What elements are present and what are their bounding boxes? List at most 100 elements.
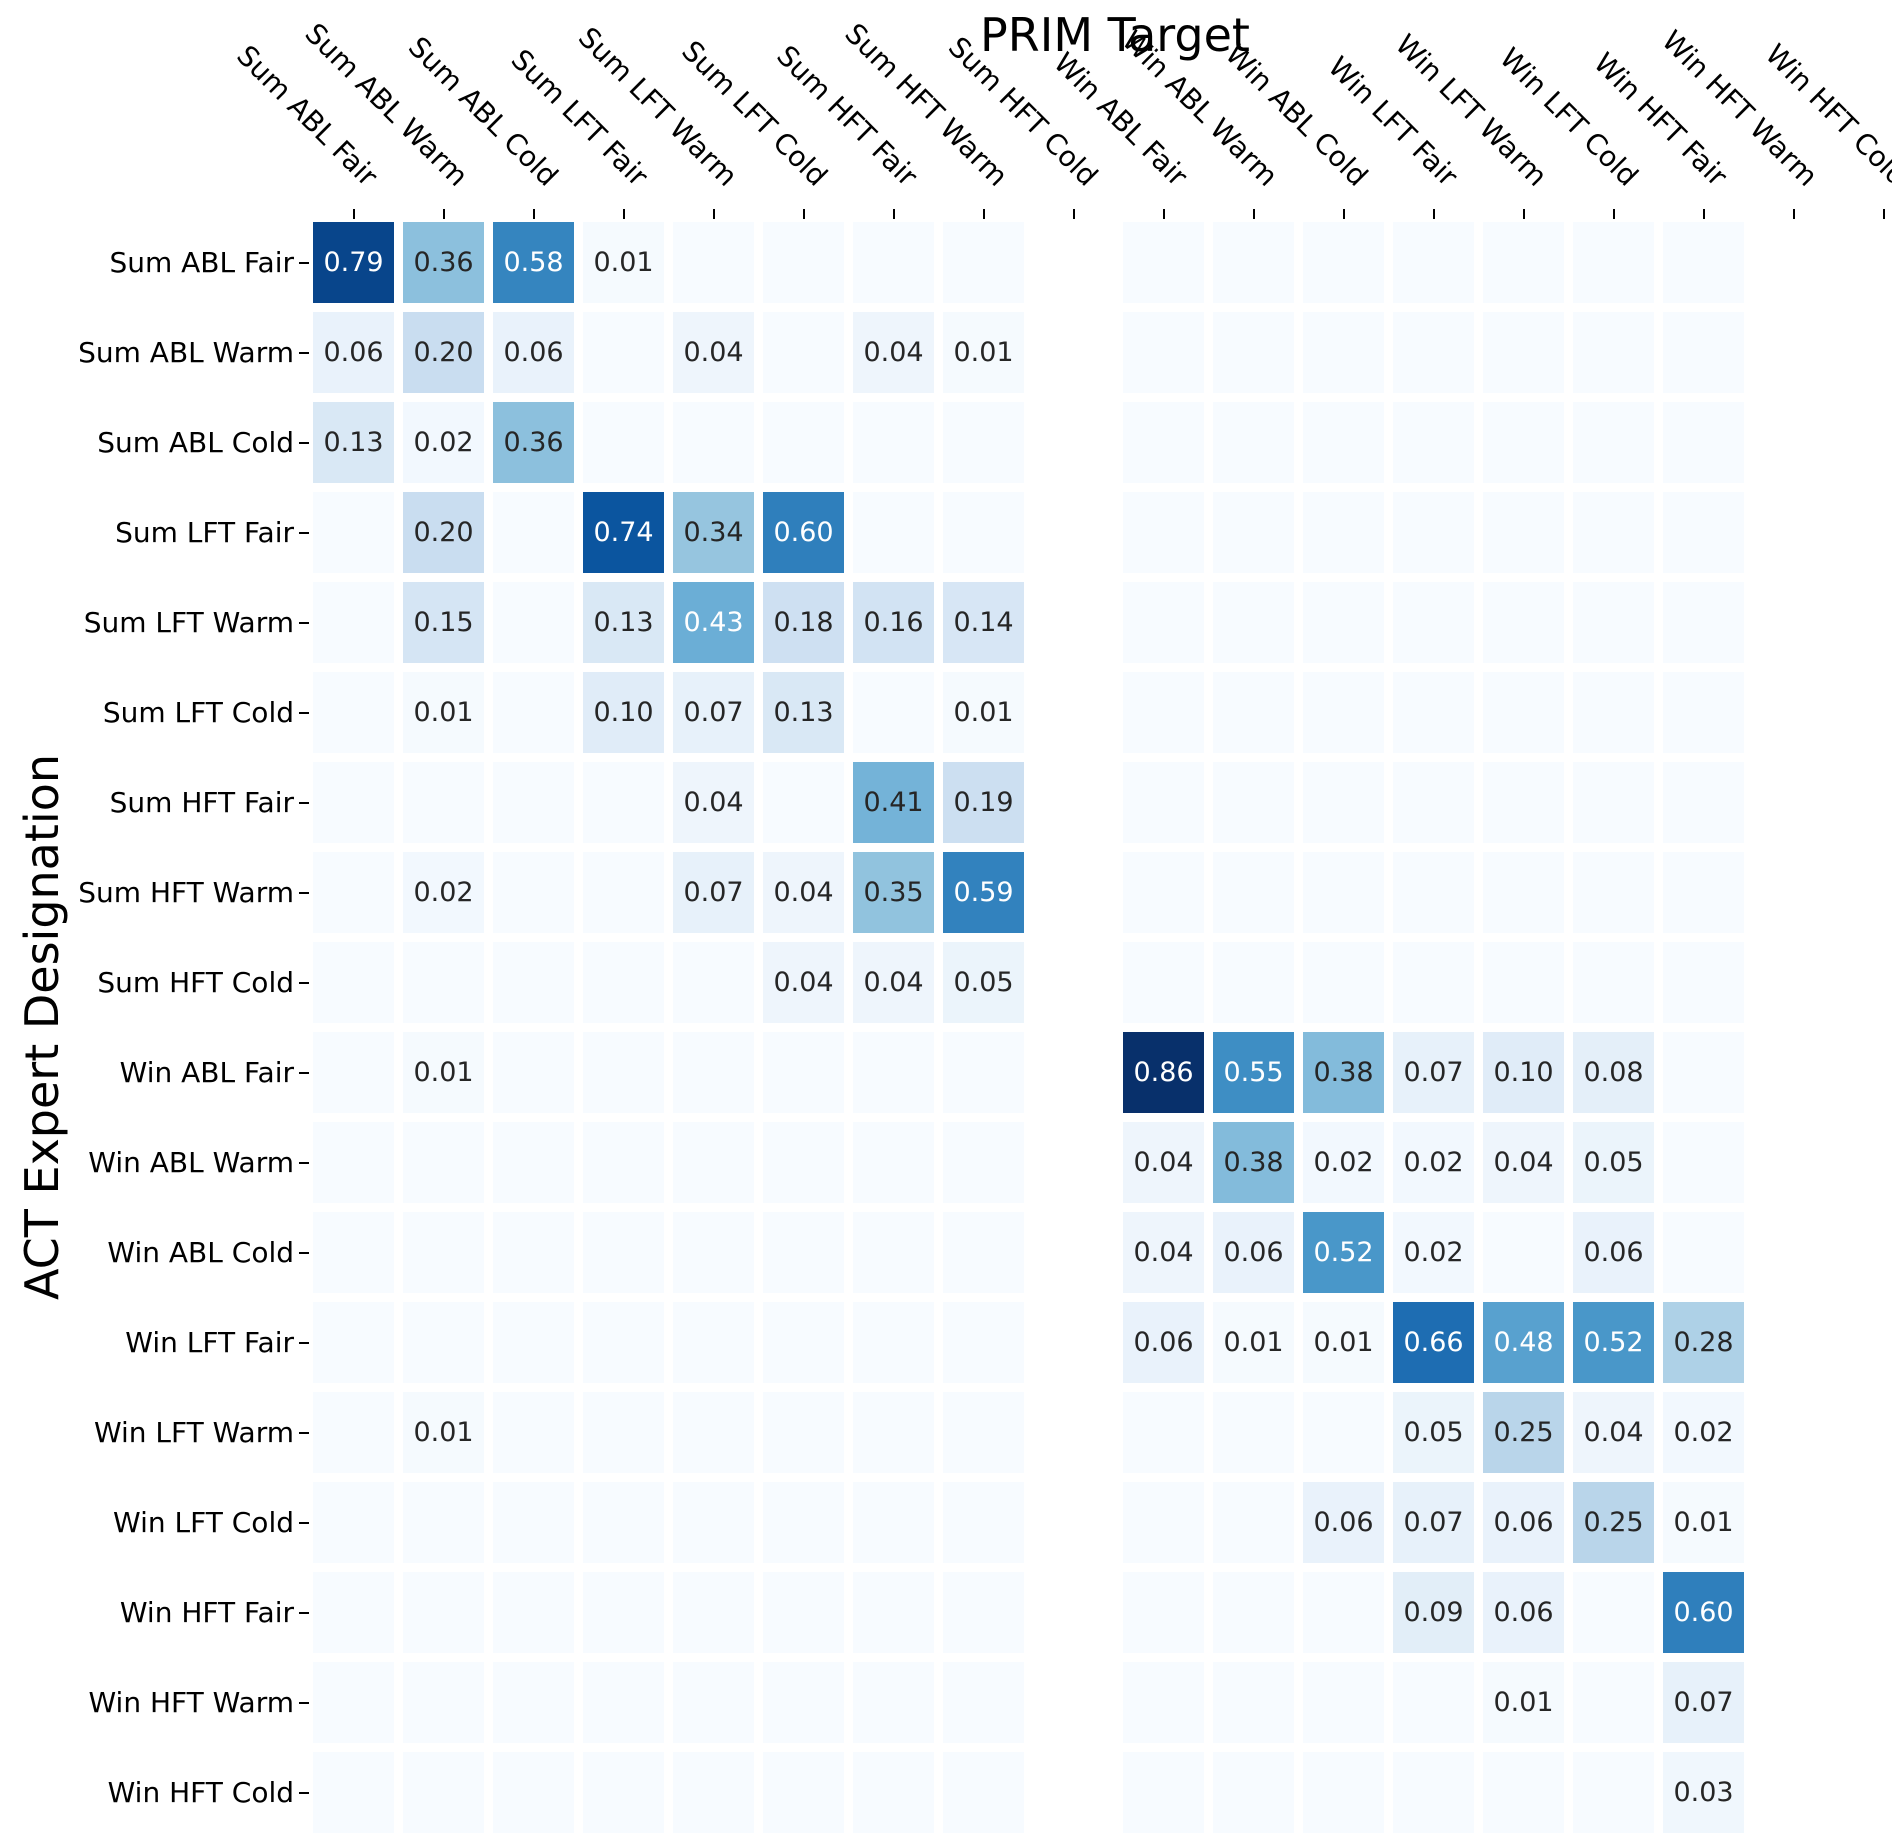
heatmap-cell [1663,582,1744,663]
x-axis-title: PRIM Target [980,8,1250,62]
heatmap-cell [313,672,394,753]
heatmap-cell-masked [1033,852,1114,933]
heatmap-cell [673,222,754,303]
heatmap-cell [583,1032,664,1113]
heatmap-cell [853,402,934,483]
heatmap-cell [493,852,574,933]
heatmap-cell [1303,942,1384,1023]
heatmap-cell [1483,852,1564,933]
x-tick [442,209,445,219]
heatmap-cell: 0.28 [1663,1302,1744,1383]
heatmap-cell-masked [1843,492,1892,573]
heatmap-cell [1213,672,1294,753]
heatmap-cell [853,1302,934,1383]
heatmap-cell [1303,1392,1384,1473]
y-tick [299,981,309,984]
heatmap-cell-masked [1753,672,1834,753]
x-tick [1612,209,1615,219]
heatmap-cell [853,492,934,573]
heatmap-cell: 0.04 [1573,1392,1654,1473]
heatmap-cell [1573,1572,1654,1653]
heatmap-cell-masked [1753,1212,1834,1293]
heatmap-cell-masked [1033,1032,1114,1113]
heatmap-cell: 0.05 [943,942,1024,1023]
heatmap-cell [313,1032,394,1113]
heatmap-cell: 0.35 [853,852,934,933]
heatmap-cell-masked [1843,762,1892,843]
heatmap-cell [313,1662,394,1743]
heatmap-cell: 0.52 [1573,1302,1654,1383]
heatmap-cell [943,492,1024,573]
heatmap-cell [1483,1212,1564,1293]
heatmap-cell [1303,402,1384,483]
heatmap-cell [1123,762,1204,843]
heatmap-cell [853,672,934,753]
heatmap-cell [1213,312,1294,393]
y-tick [299,531,309,534]
heatmap-cell-masked [1753,1032,1834,1113]
heatmap-cell [943,402,1024,483]
x-tick [712,209,715,219]
heatmap-cell: 0.60 [763,492,844,573]
y-tick-label: Win LFT Fair [125,1325,294,1359]
heatmap-cell [763,1752,844,1833]
heatmap-cell [1123,1752,1204,1833]
heatmap-cell [493,762,574,843]
heatmap-cell [1663,312,1744,393]
heatmap-cell: 0.01 [403,1392,484,1473]
y-tick [299,1161,309,1164]
heatmap-cell: 0.02 [1393,1212,1474,1293]
heatmap-cell-masked [1753,762,1834,843]
heatmap-cell [1303,1662,1384,1743]
y-tick [299,1071,309,1074]
y-tick [299,621,309,624]
heatmap-cell: 0.74 [583,492,664,573]
heatmap-cell: 0.02 [403,852,484,933]
heatmap-cell: 0.06 [1483,1482,1564,1563]
heatmap-cell-masked [1753,492,1834,573]
heatmap-cell-masked [1753,1392,1834,1473]
heatmap-cell-masked [1843,312,1892,393]
heatmap-cell [1663,222,1744,303]
heatmap-cell [943,1392,1024,1473]
heatmap-cell [583,942,664,1023]
heatmap-cell: 0.43 [673,582,754,663]
heatmap-cell [1123,402,1204,483]
heatmap-cell-masked [1033,672,1114,753]
heatmap-cell [493,672,574,753]
heatmap-cell: 0.14 [943,582,1024,663]
heatmap-cell [1483,672,1564,753]
heatmap-cell [1123,1392,1204,1473]
heatmap-cell [1573,582,1654,663]
heatmap-cell [1573,492,1654,573]
heatmap-cell: 0.05 [1393,1392,1474,1473]
heatmap-cell [943,1302,1024,1383]
heatmap-cell [583,852,664,933]
heatmap-cell: 0.20 [403,312,484,393]
heatmap-cell-masked [1033,1212,1114,1293]
heatmap-cell: 0.15 [403,582,484,663]
heatmap-cell [1663,1122,1744,1203]
heatmap-cell [313,1212,394,1293]
heatmap-cell [1213,762,1294,843]
y-tick-label: Sum LFT Fair [115,515,294,549]
heatmap-cell [1123,1662,1204,1743]
heatmap-cell-masked [1843,1572,1892,1653]
heatmap-cell [1573,852,1654,933]
heatmap-cell [853,1392,934,1473]
heatmap-cell [1663,942,1744,1023]
y-tick-label: Win HFT Fair [119,1595,294,1629]
heatmap-cell [583,762,664,843]
heatmap-cell [493,1122,574,1203]
heatmap-cell [1663,762,1744,843]
heatmap-cell: 0.07 [673,672,754,753]
heatmap-cell [1393,762,1474,843]
heatmap-cell [1393,582,1474,663]
heatmap-cell [313,1572,394,1653]
heatmap-cell [1393,312,1474,393]
x-tick-label: Sum ABL Warm [298,16,475,193]
y-tick [299,1521,309,1524]
x-tick [532,209,535,219]
heatmap-cell [1303,672,1384,753]
heatmap-cell [583,312,664,393]
